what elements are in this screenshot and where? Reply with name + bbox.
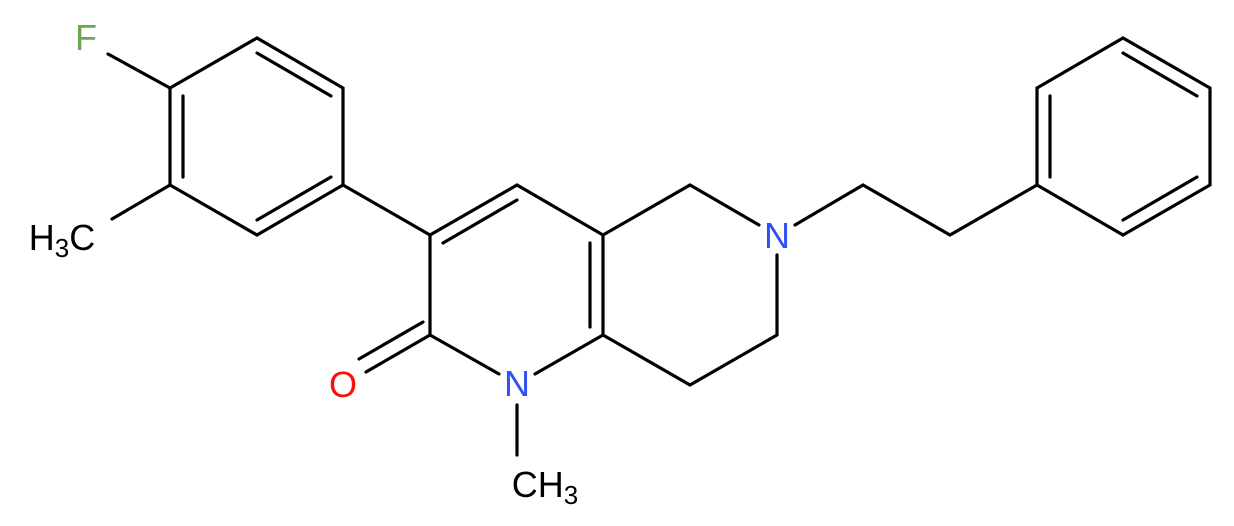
atom-label: O <box>329 364 357 405</box>
element: F <box>75 17 97 58</box>
pyridone-double-bonds <box>441 198 592 329</box>
element: C <box>69 217 95 258</box>
piperidine-bonds <box>601 183 779 387</box>
atom-label: F <box>75 17 97 58</box>
carbonyl-bond <box>357 320 432 374</box>
pyridone-bonds <box>428 183 605 376</box>
element: N <box>504 363 530 404</box>
bonds <box>106 36 1212 457</box>
atom-label: H3C <box>29 217 95 263</box>
atom-labels: F H3C O N N CH3 <box>29 17 790 510</box>
phenyl-bonds <box>1035 36 1212 237</box>
atom-label: CH3 <box>512 464 578 510</box>
ring-double-bonds <box>181 51 333 222</box>
element: CH <box>512 464 564 505</box>
subscript: 3 <box>55 233 69 263</box>
element: O <box>329 364 357 405</box>
ring-bonds <box>168 36 345 237</box>
c-f-bond <box>106 52 172 90</box>
atom-label: N <box>504 363 530 404</box>
ethyl-linker <box>793 183 1039 237</box>
subscript: 3 <box>564 480 578 510</box>
phenyl-double-bonds <box>1048 51 1199 222</box>
c-methyl-bond <box>110 183 172 221</box>
atom-label: N <box>764 215 790 256</box>
element: H <box>29 217 55 258</box>
biaryl-bond <box>341 183 432 237</box>
element: N <box>764 215 790 256</box>
